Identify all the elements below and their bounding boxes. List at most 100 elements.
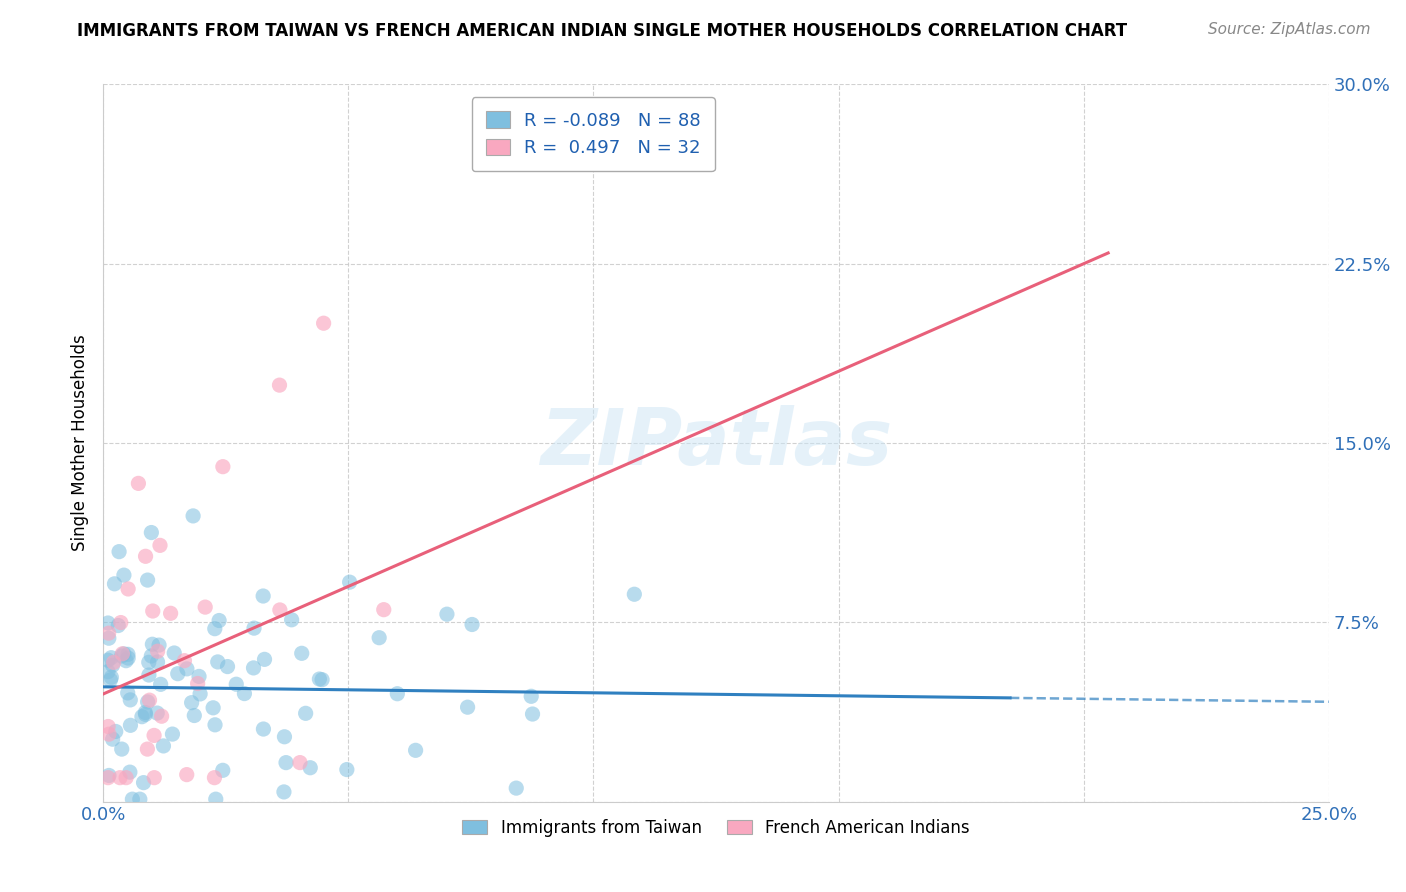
Point (97, 768, 120, 782)
Point (138, 668, 160, 682)
Point (120, 693, 142, 707)
Point (136, 695, 159, 709)
Point (121, 792, 143, 806)
Legend: Immigrants from Taiwan, French American Indians: Immigrants from Taiwan, French American … (456, 812, 976, 844)
Point (288, 756, 311, 770)
Point (233, 687, 256, 701)
Point (211, 764, 233, 778)
Point (207, 655, 229, 669)
Point (152, 739, 174, 753)
Point (103, 656, 125, 670)
Point (97, 626, 120, 640)
Point (148, 638, 170, 652)
Point (163, 646, 186, 660)
Point (101, 658, 124, 673)
Point (100, 673, 122, 687)
Point (97, 653, 120, 667)
Point (208, 614, 231, 628)
Point (269, 378, 291, 392)
Point (181, 508, 204, 523)
Text: Source: ZipAtlas.com: Source: ZipAtlas.com (1208, 22, 1371, 37)
Point (141, 525, 163, 540)
Point (142, 604, 165, 618)
Point (110, 648, 132, 663)
Point (183, 708, 205, 723)
Point (204, 792, 226, 806)
Point (243, 621, 266, 635)
Point (97, 719, 120, 733)
Point (141, 637, 163, 651)
Point (141, 648, 163, 663)
Point (373, 602, 395, 616)
Point (368, 631, 391, 645)
Point (336, 763, 359, 777)
Point (108, 771, 131, 785)
Point (252, 589, 274, 603)
Point (188, 687, 211, 701)
Point (212, 459, 235, 474)
Point (457, 700, 479, 714)
Point (134, 706, 156, 720)
Point (202, 701, 225, 715)
Point (110, 615, 132, 630)
Point (131, 709, 153, 723)
Point (180, 696, 202, 710)
Point (111, 742, 134, 756)
Point (143, 771, 166, 785)
Point (112, 647, 135, 661)
Point (107, 618, 129, 632)
Point (194, 600, 217, 615)
Point (118, 765, 141, 780)
Point (308, 672, 330, 686)
Point (127, 476, 149, 491)
Point (520, 690, 543, 704)
Point (128, 792, 150, 806)
Point (623, 587, 645, 601)
Point (117, 651, 139, 665)
Point (505, 781, 527, 796)
Point (115, 771, 138, 785)
Point (162, 727, 184, 741)
Y-axis label: Single Mother Households: Single Mother Households (72, 334, 89, 551)
Point (273, 785, 295, 799)
Point (176, 767, 198, 781)
Point (97, 631, 120, 645)
Point (112, 568, 135, 582)
Point (225, 677, 247, 691)
Point (204, 718, 226, 732)
Point (294, 706, 316, 721)
Point (97, 615, 120, 630)
Point (97, 771, 120, 785)
Point (103, 577, 125, 591)
Point (101, 732, 124, 747)
Point (204, 771, 226, 785)
Point (269, 603, 291, 617)
Point (173, 654, 195, 668)
Point (461, 617, 484, 632)
Point (134, 707, 156, 722)
Point (312, 316, 335, 330)
Point (115, 654, 138, 668)
Point (405, 743, 427, 757)
Point (117, 648, 139, 662)
Point (132, 775, 155, 789)
Point (149, 538, 172, 552)
Text: IMMIGRANTS FROM TAIWAN VS FRENCH AMERICAN INDIAN SINGLE MOTHER HOUSEHOLDS CORREL: IMMIGRANTS FROM TAIWAN VS FRENCH AMERICA… (77, 22, 1128, 40)
Point (387, 687, 409, 701)
Point (187, 676, 209, 690)
Point (159, 607, 181, 621)
Point (188, 669, 211, 683)
Point (136, 742, 159, 756)
Point (108, 544, 131, 558)
Point (311, 673, 333, 687)
Point (204, 622, 226, 636)
Point (149, 677, 172, 691)
Point (100, 650, 122, 665)
Point (117, 582, 139, 596)
Point (166, 666, 188, 681)
Point (217, 659, 239, 673)
Point (97, 665, 120, 679)
Text: ZIPatlas: ZIPatlas (540, 405, 891, 481)
Point (138, 693, 160, 707)
Point (136, 573, 159, 587)
